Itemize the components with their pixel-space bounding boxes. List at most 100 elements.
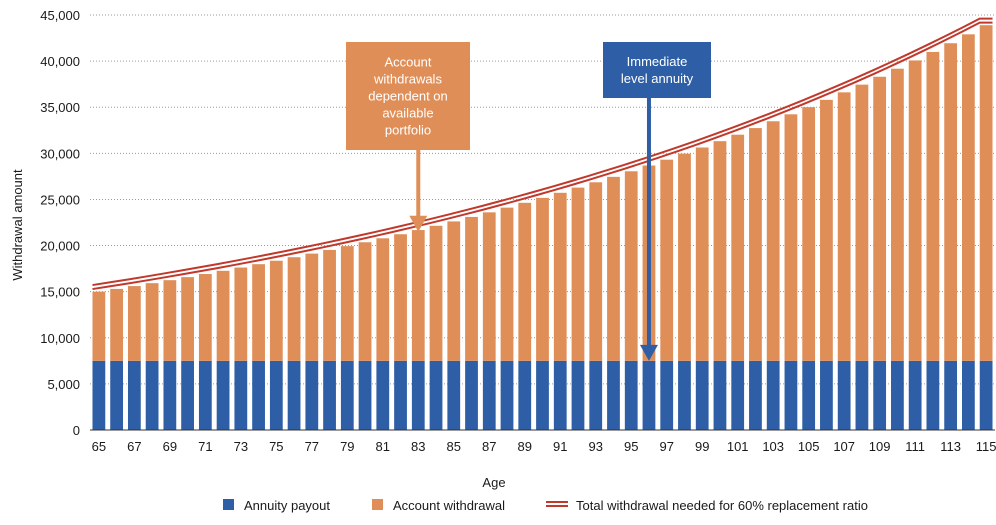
- bar-account-withdrawal: [944, 43, 958, 361]
- bar-annuity-payout: [216, 360, 230, 430]
- bar-account-withdrawal: [624, 171, 638, 361]
- axes: 0 5,000 10,000 15,000 20,000 25,000 30,000 35,0…: [40, 8, 996, 454]
- bar-annuity-payout: [394, 360, 407, 430]
- bar-account-withdrawal: [820, 99, 833, 361]
- bar-annuity-payout: [855, 360, 869, 430]
- x-tick-label: 91: [553, 439, 567, 454]
- bar-account-withdrawal: [394, 234, 407, 361]
- x-tick-label: 67: [127, 439, 141, 454]
- bar-account-withdrawal: [358, 242, 372, 361]
- y-tick-label: 45,000: [40, 8, 80, 23]
- bar-account-withdrawal: [305, 253, 319, 361]
- bar-annuity-payout: [447, 360, 461, 430]
- annotations: Account withdrawals dependent on available p…: [346, 42, 711, 361]
- total-line-lower: [92, 21, 993, 291]
- x-tick-label: 87: [482, 439, 496, 454]
- bar-account-withdrawal: [678, 153, 691, 361]
- bar-annuity-payout: [624, 360, 638, 430]
- callout-account-text: portfolio: [385, 123, 431, 138]
- bar-annuity-payout: [678, 360, 691, 430]
- x-tick-label: 99: [695, 439, 709, 454]
- bar-annuity-payout: [642, 360, 656, 430]
- x-tick-label: 77: [305, 439, 319, 454]
- bar-account-withdrawal: [234, 267, 248, 361]
- x-tick-label: 93: [589, 439, 603, 454]
- bar-account-withdrawal: [518, 202, 532, 361]
- bar-account-withdrawal: [465, 216, 478, 361]
- bar-annuity-payout: [482, 360, 496, 430]
- bar-account-withdrawal: [713, 141, 727, 361]
- bar-account-withdrawal: [216, 270, 230, 361]
- bar-account-withdrawal: [731, 134, 745, 361]
- bar-annuity-payout: [713, 360, 727, 430]
- x-tick-label: 111: [905, 439, 925, 454]
- bar-annuity-payout: [695, 360, 709, 430]
- legend-label-total: Total withdrawal needed for 60% replacem…: [576, 498, 868, 513]
- x-tick-label: 107: [833, 439, 855, 454]
- x-tick-label: 101: [727, 439, 749, 454]
- bar-account-withdrawal: [92, 291, 106, 361]
- bar-annuity-payout: [802, 360, 816, 430]
- y-axis-title: Withdrawal amount: [10, 169, 25, 281]
- total-line-upper: [92, 17, 993, 287]
- legend-swatch-annuity: [223, 499, 234, 510]
- bar-account-withdrawal: [926, 51, 940, 361]
- total-line: [92, 17, 993, 291]
- bar-annuity-payout: [731, 360, 745, 430]
- bar-annuity-payout: [837, 360, 851, 430]
- bar-annuity-payout: [660, 360, 674, 430]
- bar-annuity-payout: [908, 360, 922, 430]
- callout-annuity-box: [603, 42, 711, 98]
- bar-annuity-payout: [305, 360, 319, 430]
- bar-account-withdrawal: [695, 147, 709, 361]
- bar-account-withdrawal: [323, 249, 336, 361]
- bar-annuity-payout: [820, 360, 833, 430]
- x-tick-label: 79: [340, 439, 354, 454]
- y-tick-label: 25,000: [40, 192, 80, 207]
- y-tick-label: 5,000: [47, 377, 80, 392]
- bar-account-withdrawal: [287, 257, 301, 361]
- x-tick-label: 65: [92, 439, 106, 454]
- y-tick-label: 35,000: [40, 100, 80, 115]
- bar-annuity-payout: [589, 360, 603, 430]
- bar-annuity-payout: [287, 360, 301, 430]
- bar-account-withdrawal: [607, 176, 620, 361]
- bar-annuity-payout: [110, 360, 124, 430]
- callout-account-text: available: [382, 106, 433, 121]
- bar-annuity-payout: [979, 360, 993, 430]
- callout-annuity-arrow-head: [639, 344, 658, 361]
- bar-annuity-payout: [500, 360, 514, 430]
- y-tick-label: 20,000: [40, 239, 80, 254]
- y-tick-label: 15,000: [40, 285, 80, 300]
- legend-label-account: Account withdrawal: [393, 498, 505, 513]
- bar-annuity-payout: [376, 360, 390, 430]
- bar-annuity-payout: [163, 360, 177, 430]
- bar-annuity-payout: [536, 360, 549, 430]
- x-tick-label: 109: [869, 439, 891, 454]
- y-tick-label: 40,000: [40, 54, 80, 69]
- bar-account-withdrawal: [411, 230, 425, 361]
- bar-account-withdrawal: [802, 107, 816, 361]
- callout-annuity-text: level annuity: [621, 71, 694, 86]
- bar-account-withdrawal: [482, 212, 496, 361]
- bar-account-withdrawal: [571, 187, 585, 361]
- x-tick-label: 103: [762, 439, 784, 454]
- bar-annuity-payout: [411, 360, 425, 430]
- bar-account-withdrawal: [269, 260, 283, 361]
- x-tick-label: 71: [198, 439, 212, 454]
- bar-account-withdrawal: [749, 128, 762, 361]
- bars: [92, 25, 993, 430]
- bar-account-withdrawal: [429, 225, 443, 361]
- bar-annuity-payout: [571, 360, 585, 430]
- x-tick-label: 115: [976, 439, 996, 454]
- bar-account-withdrawal: [376, 238, 390, 361]
- bar-annuity-payout: [145, 360, 159, 430]
- bar-account-withdrawal: [766, 121, 780, 361]
- bar-account-withdrawal: [252, 264, 265, 361]
- bar-annuity-payout: [944, 360, 958, 430]
- bar-account-withdrawal: [145, 283, 159, 361]
- legend-label-annuity: Annuity payout: [244, 498, 330, 513]
- bar-account-withdrawal: [837, 92, 851, 361]
